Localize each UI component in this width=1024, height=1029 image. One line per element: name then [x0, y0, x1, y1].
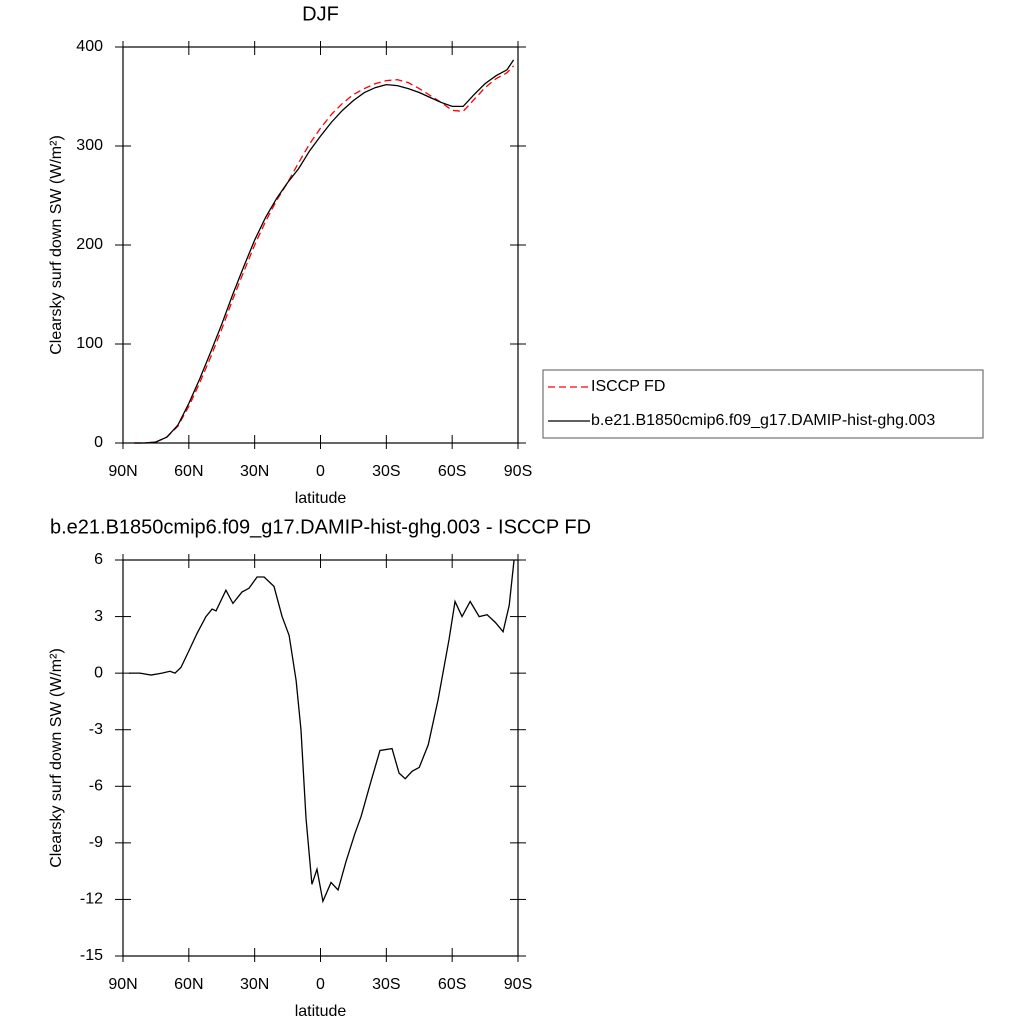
y-tick-label: -3 — [89, 721, 103, 738]
x-tick-label: 60N — [174, 463, 203, 480]
x-tick-label: 90N — [108, 463, 137, 480]
legend-label: b.e21.B1850cmip6.f09_g17.DAMIP-hist-ghg.… — [591, 412, 935, 429]
y-tick-label: 400 — [76, 38, 103, 55]
y-tick-label: -15 — [80, 947, 103, 964]
y-tick-label: 0 — [94, 664, 103, 681]
chart-title: DJF — [302, 3, 339, 25]
x-axis-label: latitude — [295, 1003, 347, 1020]
y-tick-label: -12 — [80, 891, 103, 908]
x-tick-label: 0 — [316, 463, 325, 480]
x-tick-label: 90S — [504, 976, 532, 993]
data-line — [133, 65, 515, 444]
data-line — [128, 559, 515, 904]
x-tick-label: 0 — [316, 976, 325, 993]
x-tick-label: 60S — [438, 463, 466, 480]
y-tick-label: 3 — [94, 608, 103, 625]
y-tick-label: 6 — [94, 551, 103, 568]
x-tick-label: 30S — [372, 463, 400, 480]
y-axis-label: Clearsky surf down SW (W/m²) — [48, 648, 65, 868]
y-tick-label: -9 — [89, 834, 103, 851]
y-tick-label: 100 — [76, 335, 103, 352]
x-tick-label: 30N — [240, 463, 269, 480]
x-tick-label: 60S — [438, 976, 466, 993]
x-tick-label: 90N — [108, 976, 137, 993]
y-axis-label: Clearsky surf down SW (W/m²) — [48, 135, 65, 355]
legend-box — [542, 369, 984, 439]
x-tick-label: 30N — [240, 976, 269, 993]
x-tick-label: 30S — [372, 976, 400, 993]
y-tick-label: 300 — [76, 137, 103, 154]
chart-title: b.e21.B1850cmip6.f09_g17.DAMIP-hist-ghg.… — [50, 516, 591, 538]
plot-frame — [122, 46, 519, 444]
y-tick-label: 200 — [76, 236, 103, 253]
x-tick-label: 60N — [174, 976, 203, 993]
legend-label: ISCCP FD — [591, 378, 665, 395]
x-axis-label: latitude — [295, 490, 347, 507]
data-line — [133, 59, 515, 444]
y-tick-label: -6 — [89, 778, 103, 795]
x-tick-label: 90S — [504, 463, 532, 480]
plot-frame — [122, 559, 519, 957]
y-tick-label: 0 — [94, 434, 103, 451]
